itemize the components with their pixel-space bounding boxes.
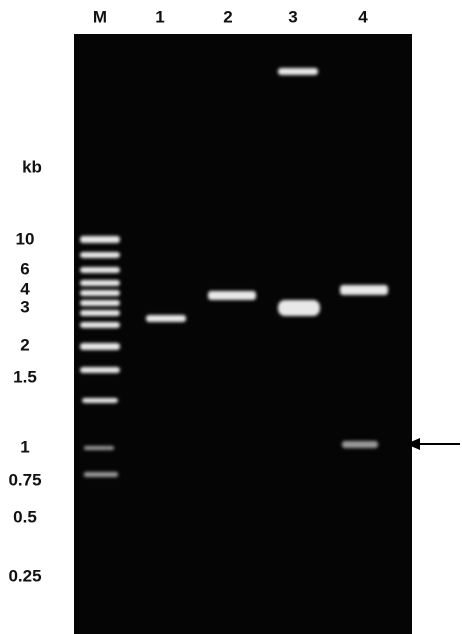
ladder-band (80, 267, 120, 273)
lane-label: 4 (358, 7, 368, 26)
size-label: 0.25 (8, 566, 41, 585)
ladder-band (80, 322, 120, 328)
size-label: 3 (20, 297, 29, 316)
ladder-band (80, 310, 120, 316)
ladder-band (82, 398, 118, 403)
ladder-band (80, 343, 120, 350)
ladder-band (80, 236, 120, 243)
sample-band (342, 441, 378, 448)
ladder-band (84, 446, 114, 450)
size-label: 0.5 (13, 507, 37, 526)
size-label: 10 (16, 229, 35, 248)
sample-band (278, 300, 320, 316)
gel-figure: M 1 2 3 4 kb 10 6 4 3 2 1.5 1 0.75 0.5 0… (0, 0, 462, 634)
lane-label: 3 (288, 7, 297, 26)
ladder-band (80, 300, 120, 306)
sample-band (208, 291, 256, 300)
ladder-band (84, 472, 118, 477)
ladder-band (80, 290, 120, 296)
lane-label: 1 (155, 7, 164, 26)
well-band (278, 68, 318, 75)
size-unit: kb (22, 157, 42, 176)
lane-label: M (93, 7, 107, 26)
size-label: 0.75 (8, 470, 41, 489)
sample-band (146, 315, 186, 322)
ladder-band (80, 252, 120, 258)
size-label: 6 (20, 259, 29, 278)
size-label: 4 (20, 279, 30, 298)
size-label: 2 (20, 335, 29, 354)
ladder-band (80, 280, 120, 286)
sample-band (340, 285, 388, 295)
size-label: 1.5 (13, 367, 37, 386)
lane-label: 2 (223, 7, 232, 26)
ladder-band (80, 367, 120, 373)
gel (74, 34, 412, 634)
size-label: 1 (20, 437, 29, 456)
